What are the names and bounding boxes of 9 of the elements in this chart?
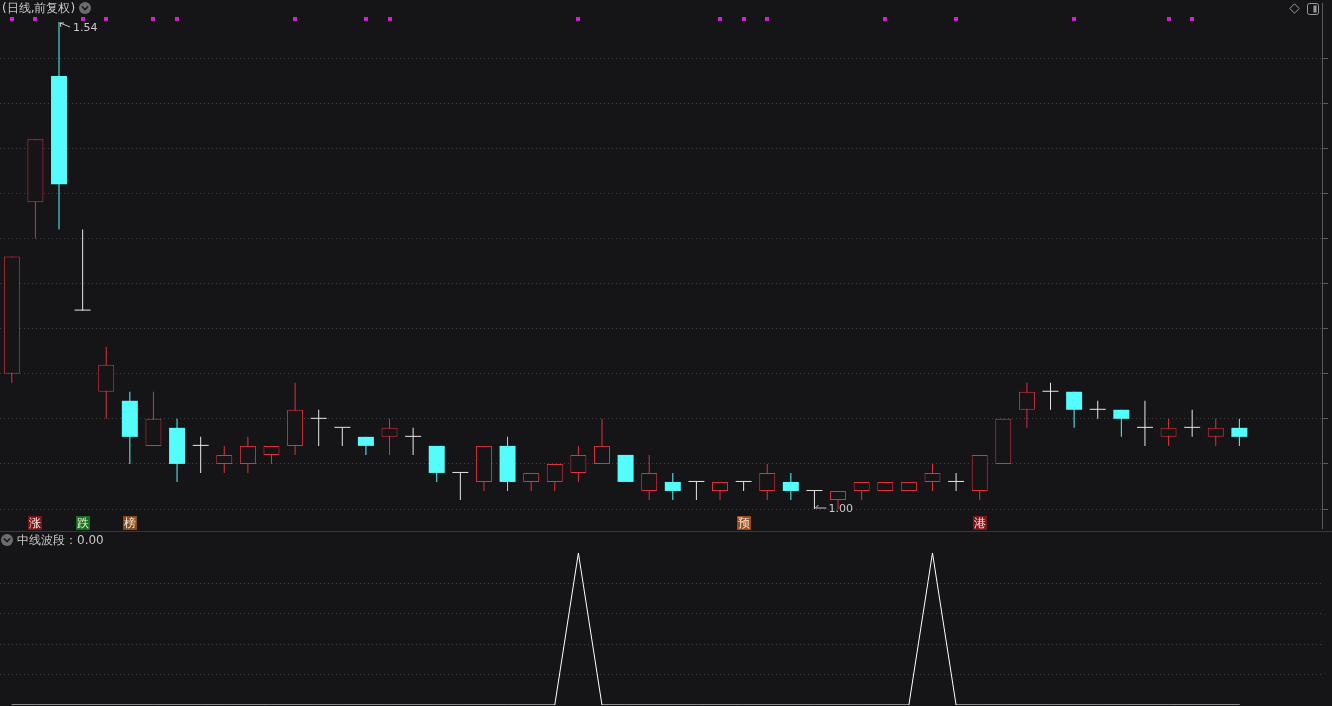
text: 跌 [77,515,89,530]
annotation: 1.54 [73,20,98,34]
text: 涨 [29,515,41,530]
text: 榜 [124,515,136,530]
annotation: 1.00 [828,501,853,515]
chart-title: (日线,前复权) [2,1,76,15]
text: 港 [974,515,986,530]
text: 预 [738,515,750,530]
chart-title: 中线波段：0.00 [17,533,104,547]
